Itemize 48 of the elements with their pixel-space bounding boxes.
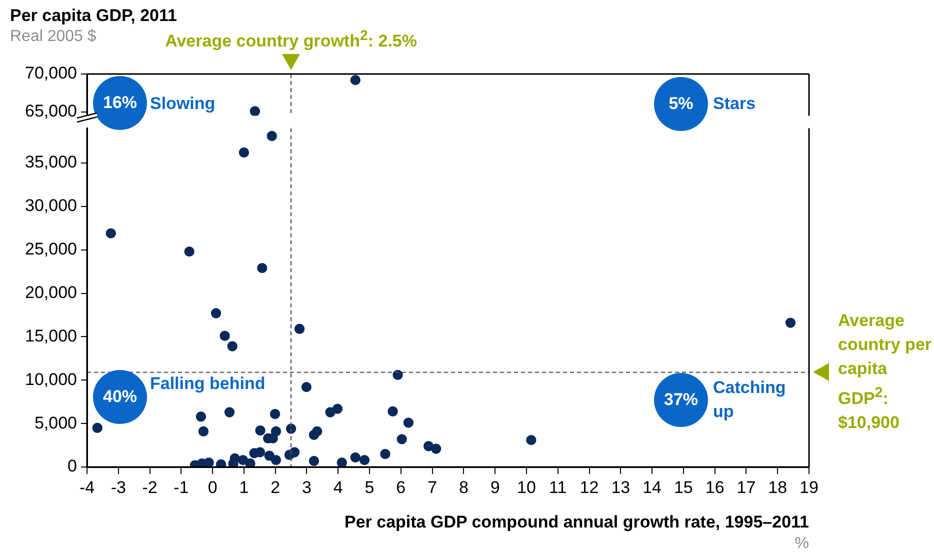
x-tick-label: 5 [364, 478, 374, 497]
x-tick-label: 11 [549, 478, 567, 497]
x-tick-label: 18 [768, 478, 788, 497]
y-tick-label: 10,000 [25, 370, 77, 389]
x-tick-label: 3 [302, 478, 312, 497]
annotation: 16% [93, 76, 147, 130]
x-tick-label: -4 [79, 478, 95, 497]
annotation: Slowing [150, 93, 216, 115]
y-tick-label: 30,000 [25, 196, 77, 216]
ref-line-label: Average country growth$^{2}$: 2.5% [165, 28, 417, 52]
x-tick-label: 0 [208, 478, 218, 497]
x-tick-label: 12 [580, 478, 599, 497]
x-axis-title: Per capita GDP compound annual growth rate, 1995–2011 [344, 512, 809, 532]
x-tick-label: -2 [142, 478, 158, 497]
x-tick-label: 14 [642, 478, 662, 497]
chart-subtitle: Real 2005 $ [10, 28, 96, 46]
x-tick-label: 13 [611, 478, 630, 497]
ref-line-label: Average country per capita GDP$^{2}$: $10,900 [838, 310, 932, 434]
y-tick-label: 15,000 [25, 326, 77, 346]
y-tick-label: 25,000 [25, 240, 77, 259]
x-tick-label: 15 [674, 478, 693, 497]
annotation: 5% [654, 77, 708, 131]
x-tick-label: 9 [490, 478, 500, 497]
y-tick-label: 70,000 [25, 64, 77, 83]
x-tick-label: 10 [517, 478, 536, 497]
text: % [794, 535, 809, 553]
y-tick-label: 35,000 [25, 152, 77, 172]
x-tick-label: 7 [428, 478, 438, 497]
y-tick-label: 65,000 [25, 102, 77, 121]
annotation: 40% [93, 370, 147, 424]
y-tick-label: 20,000 [25, 282, 77, 302]
x-tick-label: 8 [458, 478, 468, 497]
x-tick-label: 16 [705, 478, 724, 497]
annotation: Falling behind [150, 373, 266, 395]
y-tick-label: 5,000 [34, 413, 77, 432]
x-tick-label: -3 [110, 478, 126, 497]
annotation: Catching up [713, 377, 787, 423]
annotation: Stars [713, 93, 756, 115]
x-tick-label: 1 [239, 478, 249, 497]
annotation: 37% [654, 373, 708, 427]
x-tick-label: 17 [736, 478, 756, 497]
x-tick-label: 6 [396, 478, 406, 497]
chart-title: Per capita GDP, 2011 [10, 6, 177, 26]
x-tick-label: 19 [800, 478, 818, 497]
x-tick-label: -1 [174, 478, 189, 497]
x-tick-label: 4 [333, 478, 343, 497]
y-tick-label: 0 [68, 456, 77, 476]
x-tick-label: 2 [270, 478, 280, 497]
